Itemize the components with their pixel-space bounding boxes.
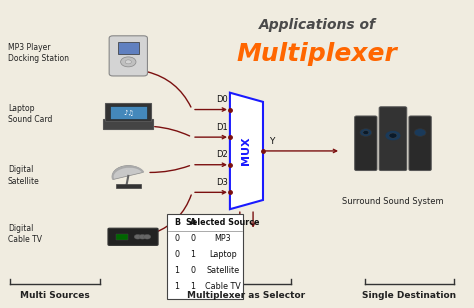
FancyBboxPatch shape [409, 116, 431, 171]
Text: 1: 1 [174, 282, 180, 291]
Text: Digital
Satellite: Digital Satellite [8, 165, 39, 185]
Text: D1: D1 [216, 123, 228, 132]
FancyBboxPatch shape [105, 103, 152, 121]
Text: D2: D2 [216, 150, 228, 159]
FancyBboxPatch shape [108, 228, 158, 245]
Text: B: B [174, 218, 180, 227]
Text: 1: 1 [191, 250, 196, 259]
Polygon shape [230, 93, 263, 209]
Text: D0: D0 [216, 95, 228, 104]
Text: 1: 1 [174, 266, 180, 275]
Circle shape [389, 133, 397, 138]
Text: MP3: MP3 [215, 234, 231, 243]
Bar [118, 42, 139, 54]
Text: Selected Source: Selected Source [186, 218, 260, 227]
Text: Laptop: Laptop [209, 250, 237, 259]
Circle shape [414, 129, 426, 136]
Text: Satellite: Satellite [206, 266, 239, 275]
Text: A: A [190, 218, 196, 227]
Text: D3: D3 [216, 178, 228, 187]
Circle shape [363, 131, 369, 135]
FancyBboxPatch shape [109, 36, 147, 76]
Text: Surround Sound System: Surround Sound System [342, 197, 444, 206]
Text: 0: 0 [191, 266, 196, 275]
Text: 0: 0 [191, 234, 196, 243]
FancyBboxPatch shape [355, 116, 377, 171]
Text: Digital
Cable TV: Digital Cable TV [8, 224, 42, 244]
Text: 0: 0 [174, 234, 180, 243]
Circle shape [385, 131, 401, 141]
Bar [116, 184, 141, 188]
Circle shape [125, 60, 131, 64]
Text: Y: Y [269, 137, 274, 146]
Wedge shape [112, 166, 143, 180]
Text: MUX: MUX [241, 137, 251, 165]
FancyBboxPatch shape [103, 120, 154, 129]
Text: MP3 Player
Docking Station: MP3 Player Docking Station [8, 43, 69, 63]
Circle shape [144, 234, 151, 239]
Text: Multiplexer as Selector: Multiplexer as Selector [187, 291, 306, 300]
FancyBboxPatch shape [167, 214, 243, 299]
Circle shape [120, 57, 136, 67]
Text: Multiplexer: Multiplexer [237, 42, 398, 66]
Text: 0: 0 [174, 250, 180, 259]
Text: Multi Sources: Multi Sources [20, 291, 90, 300]
Text: 1: 1 [191, 282, 196, 291]
Circle shape [360, 129, 372, 136]
Bar [110, 106, 147, 119]
Text: Applications of: Applications of [259, 18, 376, 31]
Text: Laptop
Sound Card: Laptop Sound Card [8, 104, 52, 124]
Text: ♪♫: ♪♫ [123, 109, 134, 116]
Text: Cable TV: Cable TV [205, 282, 241, 291]
Text: Single Destination: Single Destination [363, 291, 456, 300]
Circle shape [134, 234, 141, 239]
Bar [117, 234, 128, 240]
Circle shape [139, 234, 146, 239]
FancyBboxPatch shape [379, 107, 407, 171]
